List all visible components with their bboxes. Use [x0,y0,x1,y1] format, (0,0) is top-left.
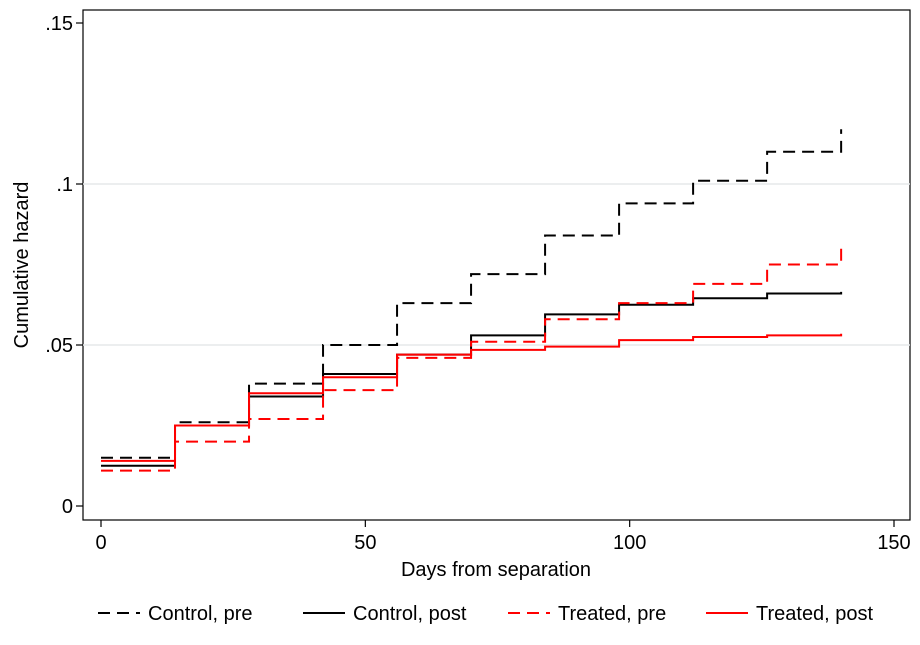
y-axis-label: Cumulative hazard [11,182,33,349]
y-tick-label: .15 [45,13,73,35]
x-tick-label: 0 [95,532,106,554]
legend: Control, pre Control, post Treated, pre Tre… [98,603,874,625]
x-tick-label: 150 [877,532,910,554]
legend-label: Control, pre [148,603,253,625]
legend-label: Treated, post [756,603,874,625]
x-axis-label: Days from separation [401,559,591,581]
y-tick-label: .05 [45,335,73,357]
x-tick-label: 50 [354,532,376,554]
series-lines [101,129,843,472]
plot-area [82,9,911,521]
grid-lines [83,183,910,346]
legend-label: Control, post [353,603,467,625]
series-line-2 [101,248,843,472]
x-tick-label: 100 [613,532,646,554]
axes: 0 .05 .1 .15 0 50 100 150 [45,13,911,554]
y-tick-label: 0 [62,496,73,518]
y-tick-label: .1 [56,174,73,196]
legend-label: Treated, pre [558,603,666,625]
series-line-3 [101,333,843,462]
